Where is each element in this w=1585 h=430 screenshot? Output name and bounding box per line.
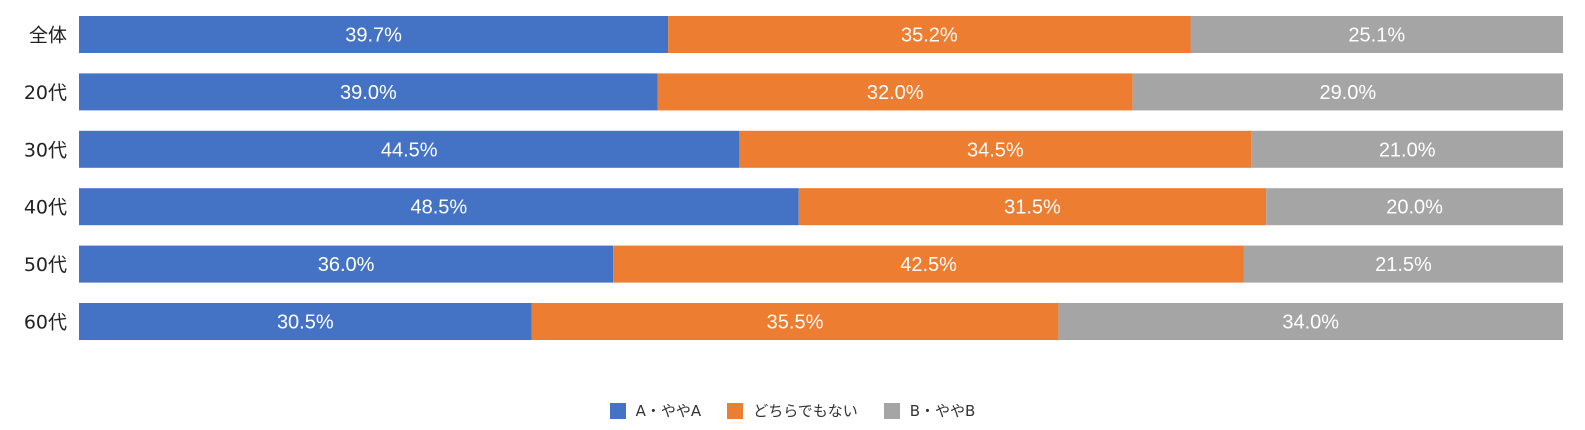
bar-row: 40代 48.5% 31.5% 20.0% [24,188,1563,226]
category-label: 20代 [24,82,67,104]
bar-segment [79,188,799,226]
bar-row: 50代 36.0% 42.5% 21.5% [24,245,1563,283]
bar-row: 20代 39.0% 32.0% 29.0% [24,73,1563,111]
category-label: 60代 [24,312,67,334]
category-label: 30代 [24,139,67,161]
bar-row: 60代 30.5% 35.5% 34.0% [24,303,1563,340]
category-label: 40代 [24,197,67,219]
legend-swatch [883,402,900,419]
bar-segment [739,130,1252,168]
bar-segment [1243,245,1563,283]
bar-segment [79,73,658,111]
data-label: 21.0% [1379,139,1436,161]
bar-segment [668,16,1191,53]
bar-segment [613,245,1244,283]
bar-segment [657,73,1133,111]
data-label: 39.0% [340,82,397,104]
bar-segment [1251,130,1563,168]
category-label: 50代 [24,254,67,276]
legend-swatch [609,402,626,419]
data-label: 36.0% [318,254,375,276]
data-label: 42.5% [900,254,957,276]
bar-segment [79,245,614,283]
bar-segment [1266,188,1563,226]
data-label: 20.0% [1386,197,1443,219]
data-label: 34.5% [967,139,1024,161]
data-label: 48.5% [411,197,468,219]
data-label: 31.5% [1004,197,1061,219]
bar-segment [1190,16,1563,53]
data-label: 30.5% [277,312,334,334]
bar-segment [798,188,1267,226]
data-label: 34.0% [1282,312,1339,334]
legend-item: A・ややA [609,400,702,421]
legend-item: B・ややB [883,400,976,421]
bar-segment [79,303,532,340]
bar-segment [1132,73,1563,111]
category-label: 全体 [29,25,67,47]
bar-row: 30代 44.5% 34.5% 21.0% [24,130,1563,168]
legend-item: どちらでもない [727,400,858,421]
data-label: 44.5% [381,139,438,161]
data-label: 29.0% [1319,82,1376,104]
data-label: 35.5% [767,312,824,334]
legend-label: A・ややA [635,402,702,420]
legend-label: B・ややB [909,402,976,420]
bar-segment [79,16,669,53]
legend-label: どちらでもない [753,402,858,420]
data-label: 35.2% [901,25,958,47]
bar-row: 全体 39.7% 35.2% 25.1% [29,16,1563,53]
data-label: 32.0% [867,82,924,104]
bar-segment [531,303,1059,340]
data-label: 21.5% [1375,254,1432,276]
data-label: 25.1% [1348,25,1405,47]
bar-segment [79,130,740,168]
bar-segment [1058,303,1563,340]
legend-swatch [727,402,744,419]
chart-legend: A・ややA どちらでもない B・ややB [0,400,1585,421]
data-label: 39.7% [345,25,402,47]
